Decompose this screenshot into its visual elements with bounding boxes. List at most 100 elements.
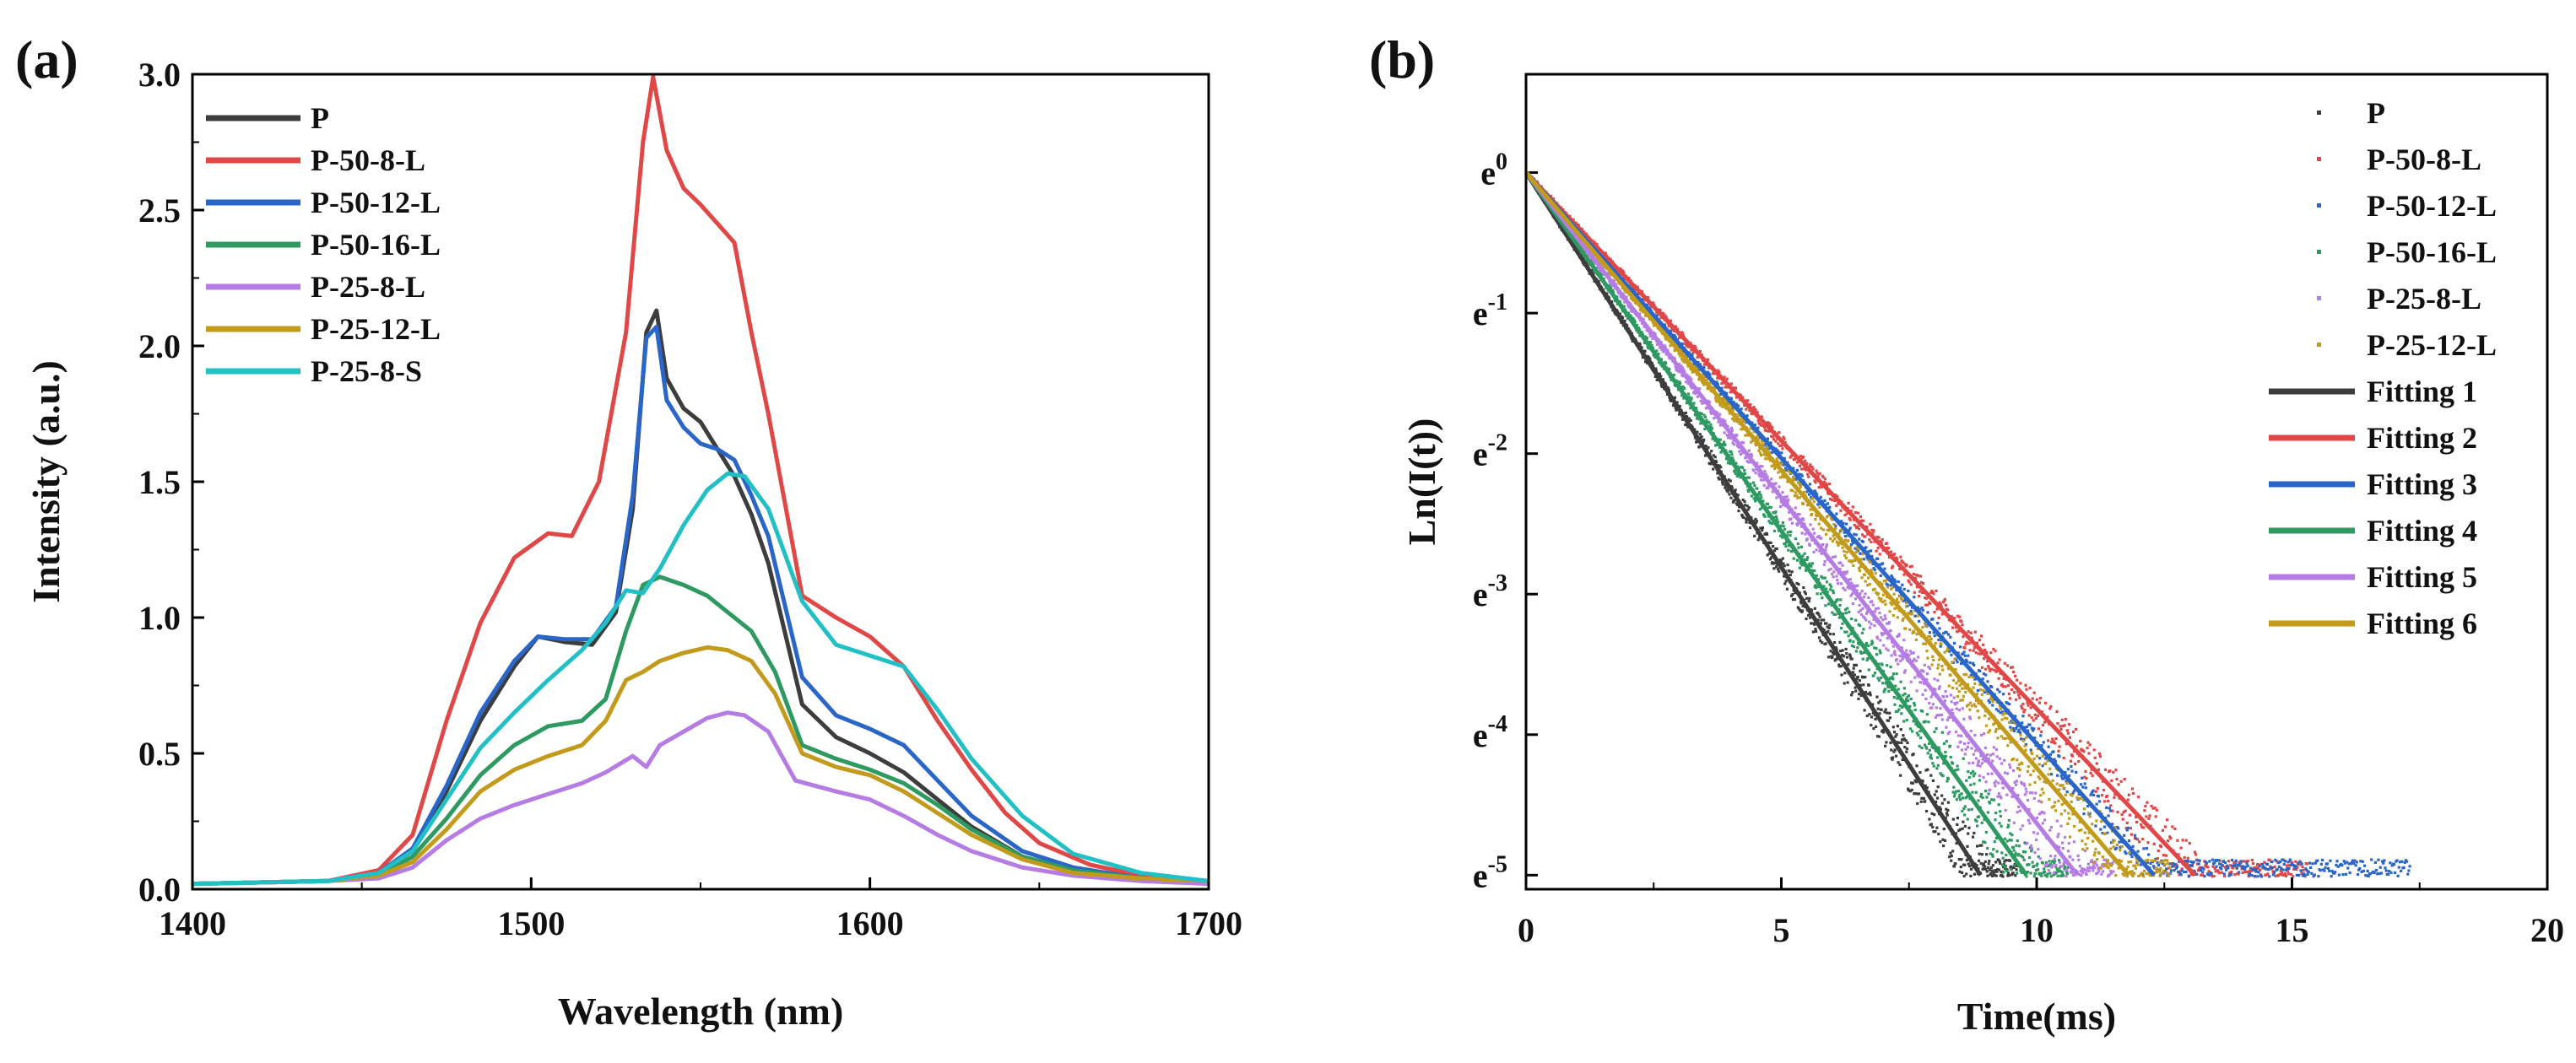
scatter-point <box>2377 859 2379 861</box>
scatter-point <box>1983 732 1985 735</box>
scatter-point <box>1959 798 1962 801</box>
scatter-point <box>1791 593 1794 596</box>
scatter-point <box>1963 813 1966 816</box>
scatter-point <box>1770 506 1772 509</box>
scatter-point <box>1881 682 1884 684</box>
scatter-point <box>1723 441 1725 444</box>
scatter-point <box>2130 827 2132 829</box>
scatter-point <box>2015 699 2017 701</box>
scatter-point <box>2184 856 2186 859</box>
scatter-point <box>1961 810 1963 812</box>
scatter-point <box>2008 703 2010 705</box>
scatter-point <box>1753 535 1756 537</box>
scatter-point <box>1837 598 1839 601</box>
scatter-point <box>1845 631 1848 634</box>
scatter-point <box>2104 769 2107 771</box>
scatter-point <box>1984 861 1987 863</box>
scatter-point <box>1806 556 1809 558</box>
scatter-point <box>1983 841 1986 844</box>
scatter-point <box>1964 655 1967 657</box>
scatter-point <box>2008 764 2010 766</box>
scatter-point <box>2171 825 2173 828</box>
scatter-point <box>2106 795 2108 797</box>
scatter-point <box>1889 742 1891 744</box>
scatter-point <box>2198 862 2200 865</box>
scatter-point <box>1846 656 1848 659</box>
scatter-point <box>1950 693 1952 696</box>
scatter-point <box>2259 865 2261 867</box>
scatter-point <box>1962 828 1964 830</box>
scatter-point <box>2283 863 2286 866</box>
scatter-point <box>2059 745 2061 747</box>
scatter-point <box>1936 622 1939 624</box>
scatter-point <box>1886 542 1888 544</box>
scatter-point <box>1849 526 1852 529</box>
scatter-point <box>1940 714 1943 716</box>
scatter-point <box>1955 731 1957 733</box>
scatter-point <box>1849 578 1852 580</box>
scatter-point <box>1926 713 1929 715</box>
scatter-point <box>1843 682 1846 684</box>
scatter-point <box>2042 822 2044 824</box>
scatter-point <box>1844 535 1847 537</box>
scatter-point <box>2324 866 2327 869</box>
scatter-point <box>1884 745 1886 747</box>
scatter-point <box>1699 433 1702 435</box>
scatter-point <box>1778 431 1780 434</box>
panel-a-y-axis-title: Intensity (a.u.) <box>24 360 68 603</box>
scatter-point <box>1880 677 1882 679</box>
scatter-point <box>1752 469 1755 472</box>
scatter-point <box>1828 623 1831 626</box>
scatter-point <box>2024 684 2027 687</box>
scatter-point <box>1941 731 1944 734</box>
scatter-point <box>1920 747 1923 749</box>
scatter-point <box>1851 691 1854 693</box>
scatter-point <box>1986 753 1989 756</box>
scatter-point <box>1913 753 1915 755</box>
scatter-point <box>1939 707 1941 710</box>
scatter-point <box>2321 859 2324 861</box>
scatter-point <box>1935 790 1938 792</box>
scatter-point <box>2375 869 2378 871</box>
scatter-point <box>1973 774 1975 777</box>
scatter-point <box>2227 866 2229 869</box>
scatter-point <box>1917 734 1919 737</box>
scatter-point <box>1940 795 1943 797</box>
scatter-point <box>2024 793 2027 796</box>
scatter-point <box>2295 865 2297 867</box>
scatter-point <box>1964 805 1967 807</box>
scatter-point <box>1789 574 1792 576</box>
scatter-point <box>1886 711 1888 714</box>
scatter-point <box>2086 805 2089 807</box>
scatter-point <box>1859 515 1862 518</box>
scatter-point <box>1937 785 1940 788</box>
scatter-point <box>2050 826 2053 828</box>
scatter-point <box>2126 822 2129 824</box>
scatter-point <box>2064 866 2066 868</box>
scatter-point <box>1827 656 1830 658</box>
scatter-point <box>1937 714 1940 716</box>
scatter-point <box>1953 795 1956 797</box>
scatter-point <box>1961 748 1963 751</box>
scatter-point <box>2136 850 2139 853</box>
panel-a-y-tick-label: 2.5 <box>138 192 181 229</box>
scatter-point <box>1987 811 1989 813</box>
scatter-point <box>2032 861 2034 864</box>
scatter-point <box>1926 769 1929 771</box>
scatter-point <box>1810 622 1812 624</box>
scatter-point <box>1751 494 1753 497</box>
scatter-point <box>1900 681 1902 683</box>
scatter-point <box>2274 859 2276 861</box>
scatter-point <box>1792 476 1794 478</box>
scatter-point <box>1959 741 1962 743</box>
scatter-point <box>1814 628 1816 630</box>
scatter-point <box>2005 854 2007 856</box>
scatter-point <box>2142 826 2145 828</box>
scatter-point <box>2302 866 2304 868</box>
scatter-point <box>2032 698 2034 700</box>
scatter-point <box>1878 537 1881 539</box>
scatter-point <box>2223 872 2226 875</box>
scatter-point <box>1990 668 1993 671</box>
scatter-point <box>1987 773 1989 775</box>
scatter-point <box>1781 462 1783 465</box>
